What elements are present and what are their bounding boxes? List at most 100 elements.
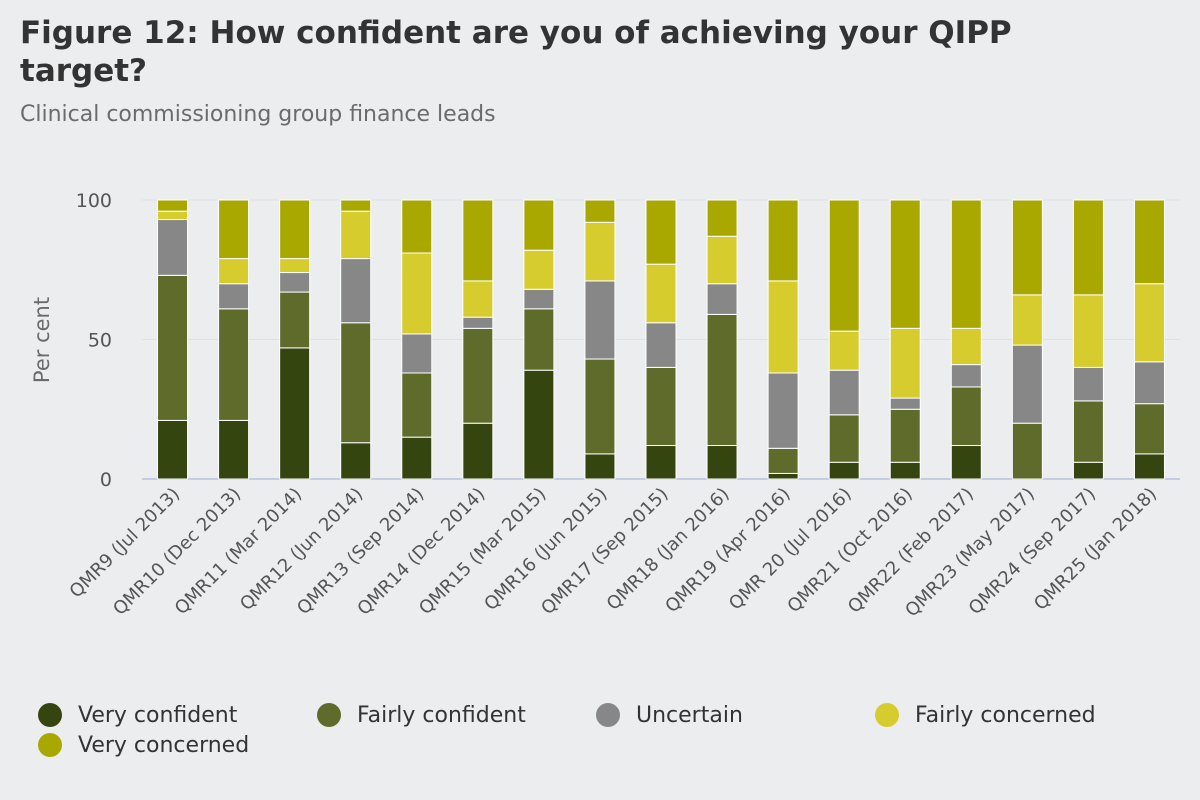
bar-segment [340,322,372,444]
legend-swatch-icon [596,703,620,727]
bar-segment [401,333,433,374]
bar-segment [828,369,860,416]
bar-segment [401,372,433,438]
chart-subtitle: Clinical commissioning group finance lea… [20,102,496,127]
bar-segment [584,280,616,360]
bar-segment [706,283,738,315]
bar-segment [218,258,250,285]
bar-segment [1011,344,1043,424]
bar-segment [462,422,494,480]
bar-segment [645,263,677,324]
legend-label: Uncertain [636,702,743,728]
bar-segment [523,369,555,480]
bar-segment [340,199,372,212]
bar-segment [1072,199,1104,296]
bar-segment [950,445,982,480]
bar-segment [157,219,189,276]
bar-segment [889,408,921,463]
bar-segment [645,199,677,265]
bar-segment [584,199,616,223]
legend-item[interactable]: Very confident [38,700,317,730]
bar-segment [340,210,372,260]
bar-segment [1072,461,1104,480]
bar-segment [279,199,311,260]
bar-segment [584,221,616,282]
legend-item[interactable]: Uncertain [596,700,875,730]
y-tick-label: 100 [76,190,112,212]
bar-segment [218,283,250,310]
bar-segment [767,447,799,474]
y-tick-label: 50 [88,330,112,352]
legend-label: Very confident [78,702,238,728]
bar-segment [340,442,372,480]
bar-segment [340,258,372,324]
bar-segment [767,472,799,480]
bar-segment [706,313,738,447]
bar-segment [157,274,189,421]
bar-segment [279,272,311,293]
bar-segment [889,461,921,480]
bar-segment [462,199,494,282]
bar-segment [523,199,555,251]
legend-label: Fairly confident [357,702,526,728]
y-axis-label: Per cent [30,297,54,383]
bar-segment [401,436,433,480]
bar-segment [1133,199,1165,285]
legend-item[interactable]: Fairly concerned [875,700,1154,730]
bar-segment [1133,403,1165,455]
bar-segment [157,419,189,480]
legend-swatch-icon [875,703,899,727]
bar-segment [279,291,311,349]
bar-segment [1011,422,1043,480]
bar-segment [462,280,494,318]
bar-segment [950,386,982,447]
x-tick-label: QMR9 (Jul 2013) [66,484,185,603]
legend-item[interactable]: Very concerned [38,730,317,760]
bar-segment [462,327,494,424]
y-tick-label: 0 [100,469,112,491]
bar-segment [1072,294,1104,368]
bar-segment [706,445,738,480]
x-tick-label: QMR25 (Jan 2018) [1030,484,1161,615]
bar-segment [218,199,250,260]
bar-segment [523,288,555,310]
bar-segment [645,445,677,480]
bar-segment [584,358,616,455]
bar-segment [889,397,921,410]
bar-segment [645,322,677,368]
bar-segment [218,308,250,421]
bar-segment [950,364,982,388]
bar-segment [889,327,921,399]
bar-segment [1011,199,1043,296]
bar-segment [157,210,189,221]
legend-swatch-icon [38,733,62,757]
bar-segment [645,366,677,447]
bar-segment [1072,366,1104,402]
bar-segment [584,453,616,480]
bar-segment [767,280,799,374]
bar-segment [706,235,738,285]
bar-segment [828,414,860,463]
bar-segment [1011,294,1043,346]
bar-segment [706,199,738,237]
bar-segment [279,347,311,480]
bar-segment [889,199,921,329]
bar-segment [523,249,555,290]
bar-segment [1072,400,1104,463]
bar-segment [950,327,982,366]
legend-label: Very concerned [78,732,250,758]
bar-segment [767,199,799,282]
bar-segment [1133,283,1165,363]
bar-segment [523,308,555,371]
bar-segment [157,199,189,212]
bar-segment [401,199,433,254]
bar-segment [401,252,433,335]
legend-swatch-icon [38,703,62,727]
bar-segment [279,258,311,274]
chart-legend: Very confident Fairly confident Uncertain F… [38,700,1178,760]
bar-segment [828,461,860,480]
legend-item[interactable]: Fairly confident [317,700,596,730]
bar-segment [828,330,860,371]
chart-title: Figure 12: How confident are you of achi… [20,15,1012,89]
